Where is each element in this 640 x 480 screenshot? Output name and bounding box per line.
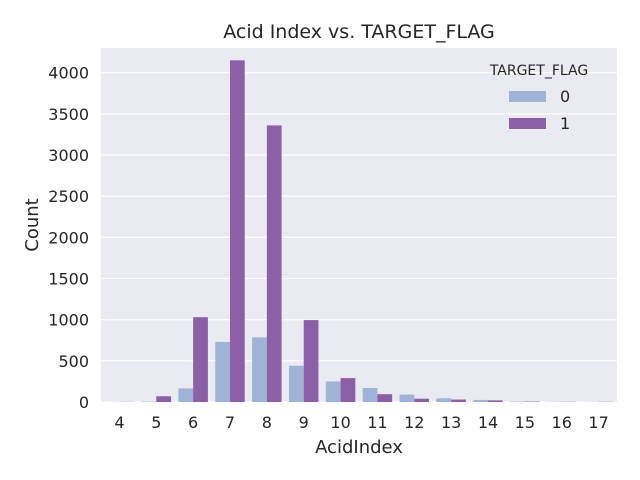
x-tick-label: 14	[478, 413, 498, 432]
bar-series-1-6	[193, 317, 208, 402]
y-tick-label: 500	[58, 352, 89, 371]
bar-series-1-11	[377, 394, 393, 402]
x-tick-label: 12	[404, 413, 424, 432]
legend-title: TARGET_FLAG	[489, 63, 588, 79]
bar-series-0-14	[473, 399, 488, 402]
x-tick-label: 8	[262, 413, 272, 432]
chart-title: Acid Index vs. TARGET_FLAG	[223, 21, 495, 43]
bar-series-1-8	[266, 125, 282, 402]
bar-series-0-7	[215, 341, 230, 402]
legend-swatch-1	[509, 118, 546, 129]
x-tick-label: 7	[225, 413, 235, 432]
bar-series-1-9	[303, 320, 319, 402]
x-tick-label: 16	[552, 413, 572, 432]
x-tick-label: 10	[330, 413, 350, 432]
bar-series-1-5	[156, 396, 172, 402]
y-tick-label: 2000	[48, 228, 89, 247]
y-axis-label: Count	[22, 198, 43, 251]
y-axis-ticks: 0 500 1000 1500 2000 2500 3000 3500 4000	[48, 64, 89, 412]
bar-series-1-12	[414, 398, 430, 402]
x-tick-label: 4	[114, 413, 124, 432]
y-tick-label: 4000	[48, 64, 89, 83]
bar-series-0-12	[399, 394, 415, 402]
bar-series-0-6	[178, 388, 194, 402]
x-tick-label: 5	[151, 413, 161, 432]
bar-series-0-13	[436, 398, 452, 402]
bar-series-1-14	[488, 400, 503, 402]
y-tick-label: 3000	[48, 146, 89, 165]
y-tick-label: 0	[79, 393, 89, 412]
x-tick-label: 6	[188, 413, 198, 432]
y-tick-label: 2500	[48, 187, 89, 206]
x-axis-label: AcidIndex	[315, 437, 403, 458]
legend-label-0: 0	[560, 87, 570, 106]
bar-series-1-13	[451, 399, 466, 402]
legend-swatch-0	[509, 91, 546, 102]
legend: TARGET_FLAG 0 1	[489, 63, 588, 133]
x-tick-label: 17	[588, 413, 608, 432]
bar-series-0-10	[325, 381, 341, 402]
bar-series-1-7	[230, 60, 245, 402]
x-tick-label: 9	[299, 413, 309, 432]
x-tick-label: 15	[515, 413, 535, 432]
y-tick-label: 3500	[48, 105, 89, 124]
x-tick-label: 13	[441, 413, 461, 432]
bar-series-0-9	[288, 365, 304, 402]
bars	[104, 60, 614, 402]
y-tick-label: 1000	[48, 311, 89, 330]
bar-series-1-10	[340, 378, 356, 402]
bar-series-0-11	[362, 388, 378, 402]
legend-label-1: 1	[560, 114, 570, 133]
y-tick-label: 1500	[48, 270, 89, 289]
plot-area	[101, 48, 617, 402]
bar-series-0-8	[252, 337, 267, 402]
x-tick-label: 11	[367, 413, 387, 432]
x-axis-ticks: 4 5 6 7 8 9 10 11 12 13 14 15 16 17	[114, 413, 608, 432]
